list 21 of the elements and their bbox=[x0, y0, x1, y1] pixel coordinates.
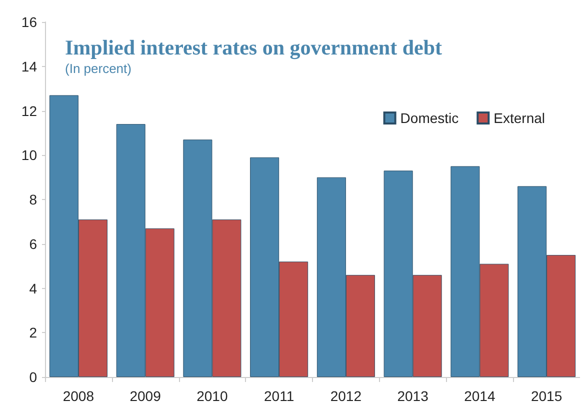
x-tick-label: 2010 bbox=[196, 388, 228, 404]
y-tick-label: 10 bbox=[21, 147, 38, 164]
text: Implied interest rates on government debt bbox=[65, 36, 442, 60]
y-tick-label: 14 bbox=[21, 58, 38, 74]
x-tick-label: 2014 bbox=[464, 388, 496, 404]
y-tick-label: 4 bbox=[29, 280, 38, 296]
legend-label: External bbox=[494, 110, 545, 126]
x-tick-label: 2009 bbox=[130, 388, 162, 404]
y-tick-label: 0 bbox=[29, 369, 38, 385]
y-tick-label: 2 bbox=[29, 324, 38, 341]
x-tick-label: 2011 bbox=[264, 388, 294, 404]
x-tick-label: 2013 bbox=[397, 388, 429, 404]
text: (In percent) bbox=[65, 61, 132, 76]
x-tick-label: 2015 bbox=[530, 388, 562, 404]
y-tick-label: 8 bbox=[29, 192, 38, 208]
x-tick-label: 2008 bbox=[62, 388, 94, 404]
y-tick-label: 16 bbox=[21, 14, 38, 30]
legend-label: Domestic bbox=[400, 110, 459, 126]
x-tick-label: 2012 bbox=[330, 388, 362, 404]
y-tick-label: 12 bbox=[21, 102, 38, 119]
y-tick-label: 6 bbox=[29, 236, 38, 252]
